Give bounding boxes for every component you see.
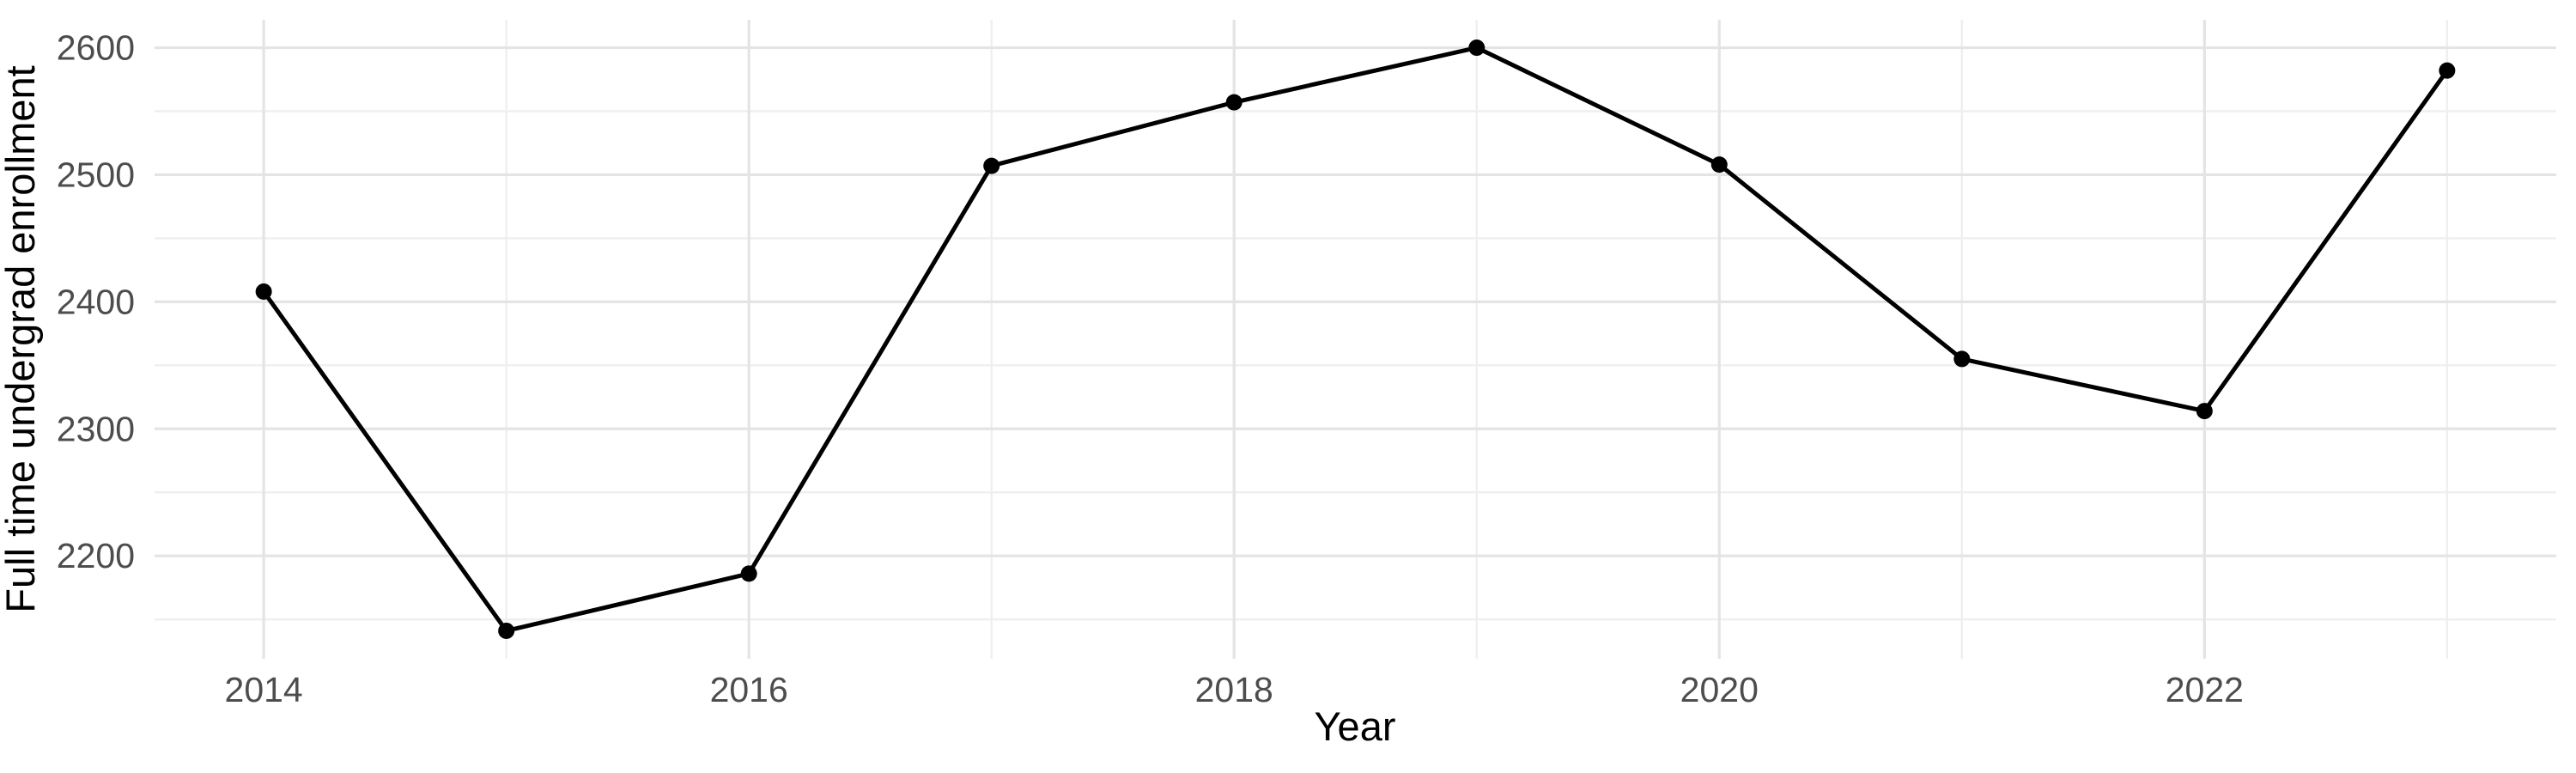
y-tick-label: 2500 xyxy=(57,155,135,194)
x-axis-title: Year xyxy=(1315,703,1396,749)
data-point-2022 xyxy=(2196,403,2213,420)
data-point-2017 xyxy=(983,157,1000,174)
data-point-2021 xyxy=(1953,350,1971,368)
data-point-2015 xyxy=(498,622,515,639)
y-tick-label: 2400 xyxy=(57,282,135,321)
data-point-2020 xyxy=(1710,156,1728,173)
y-tick-label: 2600 xyxy=(57,28,135,68)
x-tick-label: 2018 xyxy=(1195,670,1273,709)
data-series xyxy=(255,40,2456,639)
y-axis-title: Full time undergrad enrollment xyxy=(0,65,43,612)
x-tick-label: 2020 xyxy=(1680,670,1759,709)
y-tick-label: 2200 xyxy=(57,536,135,575)
y-tick-label: 2300 xyxy=(57,409,135,448)
data-point-2019 xyxy=(1468,40,1485,57)
gridlines xyxy=(155,20,2556,659)
data-point-2023 xyxy=(2439,62,2456,79)
axis-tick-labels: 2200 2300 2400 2500 2600 2014 2016 2018 2020 2022 xyxy=(57,28,2244,709)
x-tick-label: 2016 xyxy=(710,670,788,709)
data-point-2018 xyxy=(1225,94,1242,111)
x-tick-label: 2022 xyxy=(2166,670,2244,709)
data-point-2014 xyxy=(255,283,272,301)
x-tick-label: 2014 xyxy=(225,670,303,709)
enrollment-trend-line xyxy=(262,46,2449,633)
data-point-2016 xyxy=(740,565,757,582)
